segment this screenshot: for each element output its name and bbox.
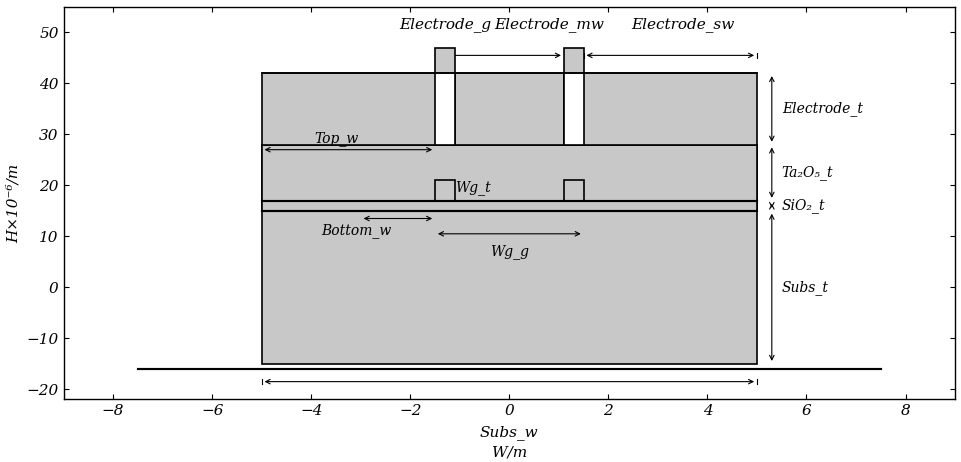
Bar [261, 201, 756, 211]
Text: Subs_t: Subs_t [781, 280, 827, 295]
Text: Bottom_w: Bottom_w [321, 224, 391, 238]
Text: Ta₂O₅_t: Ta₂O₅_t [781, 165, 832, 180]
Text: Wg_g: Wg_g [489, 244, 529, 259]
Text: Electrode_mw: Electrode_mw [494, 18, 604, 32]
Text: Subs_w: Subs_w [480, 425, 538, 440]
Text: Top_w: Top_w [313, 131, 357, 146]
Bar [434, 73, 455, 145]
Bar [455, 73, 563, 145]
Bar [563, 180, 583, 201]
Bar [563, 48, 583, 73]
Bar [261, 145, 756, 364]
Text: W/m: W/m [491, 445, 527, 459]
Text: Electrode_sw: Electrode_sw [630, 18, 733, 32]
Bar [563, 73, 583, 145]
Text: Wg_t: Wg_t [455, 181, 490, 195]
Y-axis label: H×10⁻⁶/m: H×10⁻⁶/m [7, 164, 21, 243]
Text: SiO₂_t: SiO₂_t [781, 198, 825, 213]
Bar [563, 73, 756, 145]
Bar [434, 48, 455, 73]
Text: Electrode_g: Electrode_g [399, 18, 490, 32]
Bar [434, 180, 455, 201]
Text: Electrode_t: Electrode_t [781, 102, 862, 116]
Bar [261, 145, 756, 201]
Bar [261, 73, 455, 145]
